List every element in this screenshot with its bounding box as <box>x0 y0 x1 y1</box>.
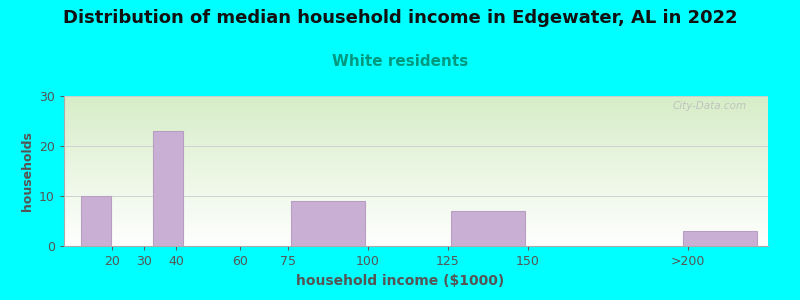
Bar <box>291 201 365 246</box>
Bar <box>82 196 110 246</box>
Y-axis label: households: households <box>21 131 34 211</box>
Text: Distribution of median household income in Edgewater, AL in 2022: Distribution of median household income … <box>62 9 738 27</box>
Bar <box>683 231 757 246</box>
Text: household income ($1000): household income ($1000) <box>296 274 504 288</box>
Text: White residents: White residents <box>332 54 468 69</box>
Bar <box>451 211 525 246</box>
Bar <box>154 131 182 246</box>
Text: City-Data.com: City-Data.com <box>673 100 747 110</box>
